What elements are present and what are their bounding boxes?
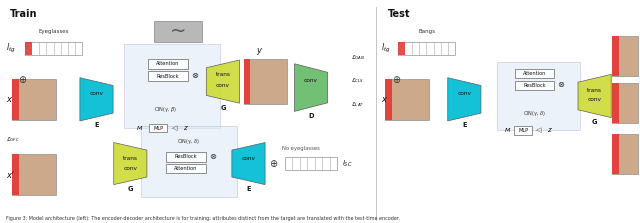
FancyBboxPatch shape — [150, 124, 168, 132]
FancyBboxPatch shape — [398, 42, 405, 55]
Polygon shape — [448, 78, 481, 121]
Text: conv: conv — [124, 165, 138, 171]
Polygon shape — [578, 74, 611, 118]
FancyBboxPatch shape — [612, 83, 619, 123]
Text: No eyeglasses: No eyeglasses — [282, 146, 320, 151]
FancyBboxPatch shape — [497, 62, 580, 130]
Text: Train: Train — [10, 9, 38, 19]
Text: $\mathcal{L}_{GAN}$: $\mathcal{L}_{GAN}$ — [351, 53, 365, 62]
Text: $\otimes$: $\otimes$ — [557, 81, 566, 89]
Text: G: G — [592, 119, 597, 125]
FancyBboxPatch shape — [12, 79, 56, 120]
Text: conv: conv — [304, 78, 318, 83]
Text: CIN($\gamma$, $\beta$): CIN($\gamma$, $\beta$) — [154, 105, 177, 114]
Text: Eyeglasses: Eyeglasses — [38, 29, 69, 34]
Text: Attention: Attention — [156, 61, 180, 66]
Text: Attention: Attention — [523, 71, 547, 76]
Text: conv: conv — [458, 91, 471, 96]
Text: conv: conv — [588, 97, 602, 103]
Text: Test: Test — [388, 9, 411, 19]
FancyBboxPatch shape — [515, 81, 554, 90]
FancyBboxPatch shape — [141, 126, 237, 197]
Text: $x$: $x$ — [381, 95, 388, 104]
FancyBboxPatch shape — [612, 134, 619, 173]
Text: trans: trans — [123, 155, 138, 161]
Text: Attention: Attention — [174, 166, 198, 171]
Text: Figure 3: Model architecture (left): The encoder-decoder architecture is for tra: Figure 3: Model architecture (left): The… — [6, 216, 401, 221]
FancyBboxPatch shape — [514, 126, 532, 134]
Polygon shape — [294, 64, 328, 112]
Polygon shape — [114, 142, 147, 185]
FancyBboxPatch shape — [612, 83, 638, 123]
Text: $M$: $M$ — [504, 126, 511, 134]
Text: D: D — [308, 113, 314, 119]
FancyBboxPatch shape — [385, 79, 392, 120]
Polygon shape — [80, 78, 113, 121]
FancyBboxPatch shape — [166, 152, 205, 162]
Text: $l_{SC}$: $l_{SC}$ — [342, 159, 353, 169]
Text: $x$: $x$ — [6, 95, 13, 104]
Text: $\oplus$: $\oplus$ — [392, 74, 401, 85]
Text: CIN($\gamma$, $\delta$): CIN($\gamma$, $\delta$) — [177, 137, 201, 146]
Text: E: E — [94, 122, 99, 128]
Text: ResBlock: ResBlock — [157, 74, 179, 78]
Text: $M$: $M$ — [136, 124, 143, 132]
Text: $\mathcal{L}_{GFC}$: $\mathcal{L}_{GFC}$ — [6, 135, 20, 144]
FancyBboxPatch shape — [398, 42, 456, 55]
Text: G: G — [127, 186, 133, 192]
FancyBboxPatch shape — [612, 134, 638, 173]
Text: ~: ~ — [170, 22, 186, 41]
FancyBboxPatch shape — [515, 69, 554, 78]
FancyBboxPatch shape — [12, 154, 19, 195]
Text: MLP: MLP — [518, 128, 528, 133]
Text: CIN($\gamma$, $\delta$): CIN($\gamma$, $\delta$) — [523, 109, 546, 118]
FancyBboxPatch shape — [612, 36, 619, 76]
FancyBboxPatch shape — [244, 59, 250, 104]
Polygon shape — [206, 60, 239, 103]
FancyBboxPatch shape — [285, 157, 337, 170]
FancyBboxPatch shape — [12, 79, 19, 120]
Text: $\otimes$: $\otimes$ — [209, 153, 218, 161]
Text: $\oplus$: $\oplus$ — [18, 74, 27, 85]
Text: $\triangleleft$: $\triangleleft$ — [534, 126, 542, 135]
FancyBboxPatch shape — [12, 154, 56, 195]
Polygon shape — [232, 142, 265, 185]
Text: conv: conv — [90, 91, 104, 96]
FancyBboxPatch shape — [385, 79, 429, 120]
Text: $\mathcal{L}_{LAT}$: $\mathcal{L}_{LAT}$ — [351, 100, 364, 109]
Text: ResBlock: ResBlock — [175, 155, 197, 159]
Text: $z$: $z$ — [183, 124, 189, 132]
Text: $z$: $z$ — [547, 126, 553, 134]
Text: ResBlock: ResBlock — [524, 83, 546, 88]
Text: Bangs: Bangs — [418, 29, 435, 34]
FancyBboxPatch shape — [148, 59, 188, 68]
Text: $y$: $y$ — [256, 46, 264, 57]
FancyBboxPatch shape — [244, 59, 287, 104]
Text: conv: conv — [216, 83, 230, 88]
Text: MLP: MLP — [154, 126, 163, 131]
FancyBboxPatch shape — [124, 44, 220, 128]
Text: $\triangleleft$: $\triangleleft$ — [171, 123, 178, 133]
Text: $\otimes$: $\otimes$ — [191, 71, 200, 80]
Text: conv: conv — [241, 155, 255, 161]
FancyBboxPatch shape — [148, 71, 188, 81]
Text: $\oplus$: $\oplus$ — [269, 158, 278, 169]
Text: $\mathcal{L}_{CLS}$: $\mathcal{L}_{CLS}$ — [351, 76, 364, 85]
FancyBboxPatch shape — [154, 21, 202, 42]
Text: $l_{tg}$: $l_{tg}$ — [6, 42, 15, 55]
Text: G: G — [220, 105, 226, 111]
FancyBboxPatch shape — [612, 36, 638, 76]
Text: $x'$: $x'$ — [6, 169, 15, 180]
Text: E: E — [246, 186, 251, 192]
Text: E: E — [462, 122, 467, 128]
Text: trans: trans — [587, 88, 602, 93]
Text: $l_{tg}$: $l_{tg}$ — [381, 42, 391, 55]
Text: trans: trans — [216, 72, 230, 77]
FancyBboxPatch shape — [25, 42, 32, 55]
FancyBboxPatch shape — [25, 42, 83, 55]
FancyBboxPatch shape — [166, 164, 205, 173]
